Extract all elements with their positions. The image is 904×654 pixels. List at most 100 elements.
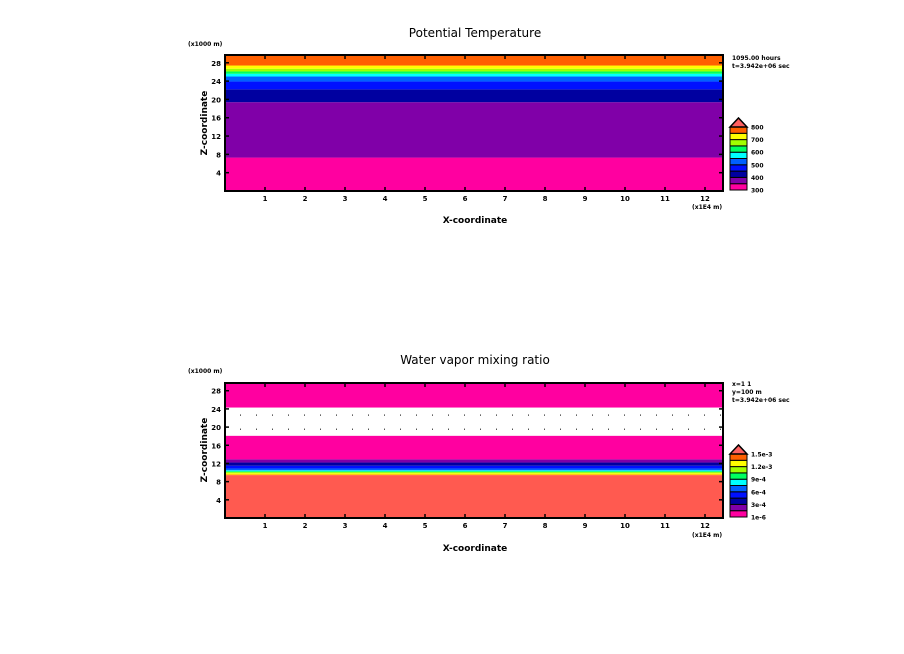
y-tick-label: 28 [211,388,221,396]
grid-dot [624,428,625,430]
grid-dot [288,428,289,430]
x-tick-label: 7 [503,522,508,530]
potential-temperature-plot: Potential Temperature (x1000 m) (x1E4 m)… [188,26,790,226]
info-line-2: t=3.942e+06 sec [732,63,790,70]
contour-band [225,468,723,471]
x-tick-label: 5 [423,195,428,203]
info-line-1: x=1 1 [732,381,751,388]
grid-dot [320,428,321,430]
grid-dot [416,414,417,416]
colorbar-overflow-triangle [728,443,749,455]
colorbar-label: 800 [751,125,764,132]
y-tick-label: 8 [216,151,221,159]
x-tick-label: 2 [303,195,308,203]
colorbar-label: 1e-6 [751,515,766,522]
grid-dot [608,428,609,430]
grid-dot [256,414,257,416]
x-tick-label: 11 [660,522,670,530]
colorbar-label: 3e-4 [751,502,766,509]
grid-dot [560,428,561,430]
y-tick-label: 20 [211,96,221,104]
contour-band [225,73,723,77]
grid-dot [384,428,385,430]
grid-dot [672,428,673,430]
contour-band [225,65,723,69]
x-tick-label: 6 [463,522,468,530]
grid-dot [368,414,369,416]
colorbar-swatch [729,510,748,518]
colorbar-label: 1.5e-3 [751,452,772,459]
contour-band [225,471,723,473]
colorbar-swatch [729,478,748,487]
x-tick-label: 4 [383,195,388,203]
x-tick-label: 10 [620,195,630,203]
x-tick-label: 7 [503,195,508,203]
grid-dot [464,428,465,430]
x-tick-label: 9 [583,195,588,203]
contour-band [225,470,723,472]
grid-dot [560,414,561,416]
grid-dot [336,414,337,416]
y-axis-label: Z-coordinate [200,91,210,156]
plot-frame [224,382,724,519]
x-tick-label: 6 [463,195,468,203]
grid-dot [448,414,449,416]
grid-dot [512,428,513,430]
grid-dot [272,428,273,430]
x-axis-label: X-coordinate [443,216,508,226]
colorbar-swatch [729,459,748,468]
x-unit-label: (x1E4 m) [692,204,722,211]
colorbar-swatch [729,176,748,185]
grid-dot [320,414,321,416]
grid-dot [624,414,625,416]
grid-dot [352,428,353,430]
grid-dot [640,428,641,430]
y-tick-label: 28 [211,60,221,68]
grid-dot [448,428,449,430]
y-tick-label: 16 [211,115,221,123]
y-unit-label: (x1000 m) [188,368,223,375]
y-tick-label: 8 [216,479,221,487]
y-axis-label: Z-coordinate [200,418,210,483]
colorbar-label: 700 [751,137,764,144]
grid-dot [592,428,593,430]
info-line-3: t=3.942e+06 sec [732,397,790,404]
grid-dot [608,414,609,416]
grid-dot [480,428,481,430]
colorbar-overflow-triangle [728,116,749,128]
grid-dot [656,414,657,416]
grid-dot [416,428,417,430]
colorbar-label: 500 [751,162,764,169]
y-tick-label: 16 [211,442,221,450]
y-tick-label: 12 [211,133,221,141]
grid-dot [400,428,401,430]
grid-dot [304,428,305,430]
colorbar-label: 400 [751,175,764,182]
contour-band [225,55,723,66]
x-tick-label: 12 [700,195,710,203]
colorbar-label: 9e-4 [751,477,766,484]
grid-dot [656,428,657,430]
colorbar-swatch [729,183,748,191]
colorbar-swatch [729,151,748,159]
colorbar-swatch [729,126,748,134]
grid-dot [528,428,529,430]
x-tick-label: 2 [303,522,308,530]
x-tick-label: 9 [583,522,588,530]
grid-dot [384,414,385,416]
colorbar-swatch [729,472,748,480]
grid-dot [704,428,705,430]
grid-dot [464,414,465,416]
colorbar-swatch [729,497,748,505]
grid-dot [480,414,481,416]
x-tick-label: 3 [343,522,348,530]
x-unit-label: (x1E4 m) [692,532,722,539]
x-tick-label: 8 [543,522,548,530]
y-tick-label: 24 [211,406,221,414]
colorbar-swatch [729,466,748,474]
grid-dot [496,428,497,430]
contour-band [225,157,723,191]
water-vapor-plot: Water vapor mixing ratio (x1000 m) (x1E4… [188,353,790,554]
x-tick-label: 1 [263,195,268,203]
grid-dot [432,414,433,416]
